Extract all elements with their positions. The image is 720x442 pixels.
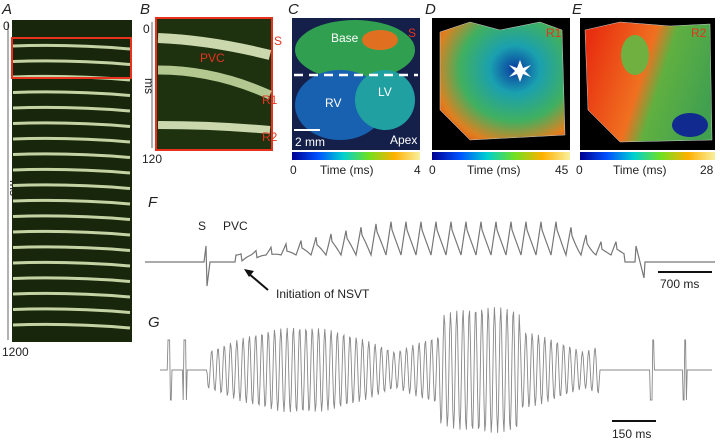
colorbar-title: Time (ms) (320, 163, 374, 177)
map-label: Base (331, 31, 359, 45)
colorbar-title: Time (ms) (613, 163, 667, 177)
band (12, 43, 131, 51)
annotation: PVC (200, 51, 225, 65)
map-label: Apex (390, 133, 417, 147)
colorbar-max: 28 (700, 163, 714, 177)
band (12, 307, 131, 314)
line-scan-image (12, 20, 132, 342)
annotation: Initiation of NSVT (276, 287, 370, 301)
band (12, 167, 131, 175)
colorbar-min: 0 (429, 163, 436, 177)
band (12, 136, 131, 144)
axis-end: 1200 (2, 345, 29, 359)
band (12, 260, 131, 268)
band (157, 121, 271, 134)
annotation: S (274, 34, 282, 48)
arrow-head (244, 269, 254, 277)
band (12, 198, 131, 206)
colorbar (432, 152, 570, 160)
map-tag: R2 (691, 26, 707, 40)
panel-label: B (140, 1, 150, 18)
panel-label: C (288, 1, 299, 18)
band (12, 291, 131, 299)
scale-bar-label: 150 ms (612, 427, 651, 441)
band (12, 59, 131, 66)
band (12, 74, 131, 82)
ecg-trace (160, 307, 712, 433)
band (12, 214, 131, 221)
colorbar-max: 45 (555, 163, 569, 177)
trace-label: PVC (223, 219, 248, 233)
colorbar-title: Time (ms) (467, 163, 521, 177)
band (157, 33, 272, 60)
map-tag: R1 (546, 26, 562, 40)
scale-bar-label: 700 ms (660, 277, 699, 291)
axis-end: 120 (142, 152, 162, 166)
activation-map (584, 21, 713, 143)
axis-start: 0 (3, 19, 10, 33)
trace-label: S (198, 219, 206, 233)
map-label: RV (325, 96, 341, 110)
band (12, 276, 131, 283)
colorbar-min: 0 (290, 163, 297, 177)
panel-label: E (572, 1, 583, 18)
scale-bar-label: 2 mm (295, 135, 325, 149)
map-region (672, 113, 708, 137)
panel-label: D (425, 1, 436, 18)
ecg-trace (145, 221, 715, 287)
map-label: S (408, 26, 416, 40)
band (12, 322, 131, 330)
panel-label: A (1, 1, 12, 18)
arrow (247, 272, 269, 291)
band (12, 245, 131, 252)
band (12, 152, 131, 159)
axis-unit: ms (142, 78, 156, 94)
map-region (295, 20, 415, 80)
map-label: LV (378, 85, 392, 99)
band (12, 183, 131, 190)
colorbar (292, 152, 420, 160)
activation-map (439, 21, 566, 141)
map-region (621, 35, 649, 75)
band (12, 90, 131, 97)
axis-start: 0 (143, 22, 150, 36)
map-region (355, 70, 415, 130)
origin-marker (509, 60, 531, 82)
highlight-box (11, 37, 132, 79)
panel-label: F (148, 194, 158, 211)
band (12, 229, 131, 237)
colorbar-min: 0 (576, 163, 583, 177)
band (12, 121, 131, 128)
colorbar (580, 152, 715, 160)
calcium-bands (12, 43, 131, 330)
annotation: R1 (262, 93, 278, 107)
panel-label: G (148, 314, 160, 331)
colorbar-max: 4 (414, 163, 421, 177)
band (157, 65, 272, 100)
annotation: R2 (262, 130, 278, 144)
map-region (362, 30, 398, 50)
band (12, 105, 131, 113)
